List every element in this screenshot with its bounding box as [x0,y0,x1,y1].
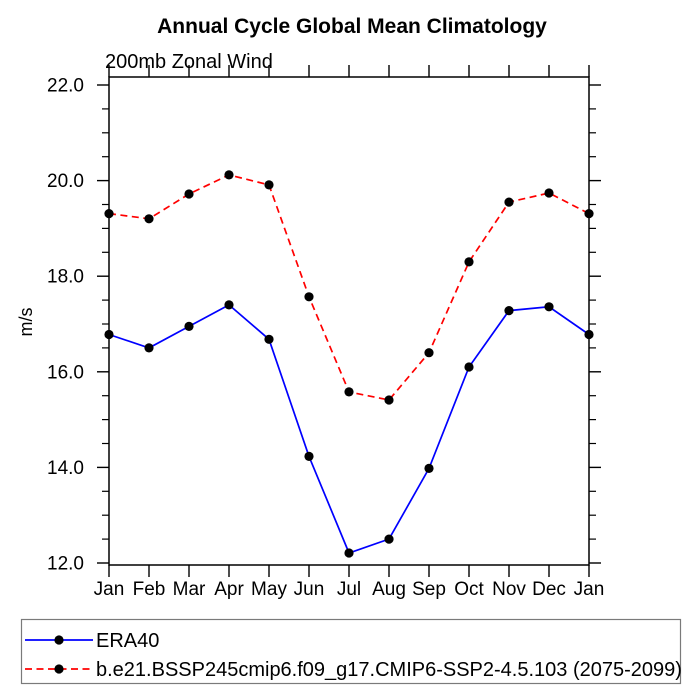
series-0-marker [424,463,434,473]
x-tick-label: Nov [492,579,526,600]
y-tick-label: 20.0 [47,171,84,192]
x-tick-label: Jul [337,579,361,600]
y-tick-label: 12.0 [47,554,84,575]
series-1-marker [224,170,234,180]
series-0-marker [104,329,114,340]
x-tick-label: Jan [574,579,605,600]
series-1-marker [344,387,354,397]
series-1-marker [104,209,114,219]
series-0-marker [264,334,274,344]
series-0-marker [184,321,194,331]
series-0-marker [224,300,234,310]
series-1-marker [504,197,514,207]
legend-entry-era40: ERA40 [25,630,159,652]
series-0-marker [464,362,474,372]
x-tick-label: Apr [214,579,244,600]
series-0-marker [344,548,354,558]
x-tick-label: Sep [412,579,446,600]
x-tick-label: Feb [133,579,166,600]
x-tick-label: Oct [454,579,484,600]
x-tick-label: May [251,579,287,600]
chart-title: Annual Cycle Global Mean Climatology [157,15,547,38]
y-axis-unit-label: m/s [16,308,36,337]
x-tick-label: Jun [294,579,325,600]
x-tick-label: Dec [532,579,566,600]
series-1-marker [144,214,154,224]
series-0-marker [144,343,154,353]
series-0-marker [504,306,514,316]
series-1-marker [464,257,474,267]
legend-entry-model: b.e21.BSSP245cmip6.f09_g17.CMIP6-SSP2-4.… [25,659,682,681]
series-0-marker [584,329,594,340]
series-1-marker [304,292,314,302]
legend-marker-model [54,664,64,674]
series-0-marker [384,534,394,544]
x-tick-label: Mar [173,579,206,600]
legend: ERA40 b.e21.BSSP245cmip6.f09_g17.CMIP6-S… [20,618,682,685]
y-tick-label: 22.0 [47,76,84,97]
plot-area: Jan Feb Mar Apr May Jun Jul Aug Sep Oct Nov Dec Jan 1… [47,65,604,600]
series-line-1 [108,174,590,401]
series-1-marker [264,180,274,190]
legend-marker-era40 [54,635,64,645]
legend-label-model: b.e21.BSSP245cmip6.f09_g17.CMIP6-SSP2-4.… [96,659,682,681]
y-tick-label: 18.0 [47,267,84,288]
plot-box [108,76,590,566]
series-line-0 [108,303,590,555]
legend-box [20,618,682,685]
series-1-marker [544,188,554,198]
series-1-marker [584,209,594,219]
x-tick-label: Aug [372,579,406,600]
series-1-marker [384,395,394,405]
x-tick-label: Jan [94,579,125,600]
series-1-marker [424,348,434,358]
series-0-marker [304,451,314,461]
chart-subtitle: 200mb Zonal Wind [105,51,273,73]
y-tick-label: 14.0 [47,458,84,479]
y-tick-label: 16.0 [47,362,84,383]
legend-label-era40: ERA40 [96,630,159,652]
series-0-marker [544,302,554,312]
series-1-marker [184,189,194,199]
